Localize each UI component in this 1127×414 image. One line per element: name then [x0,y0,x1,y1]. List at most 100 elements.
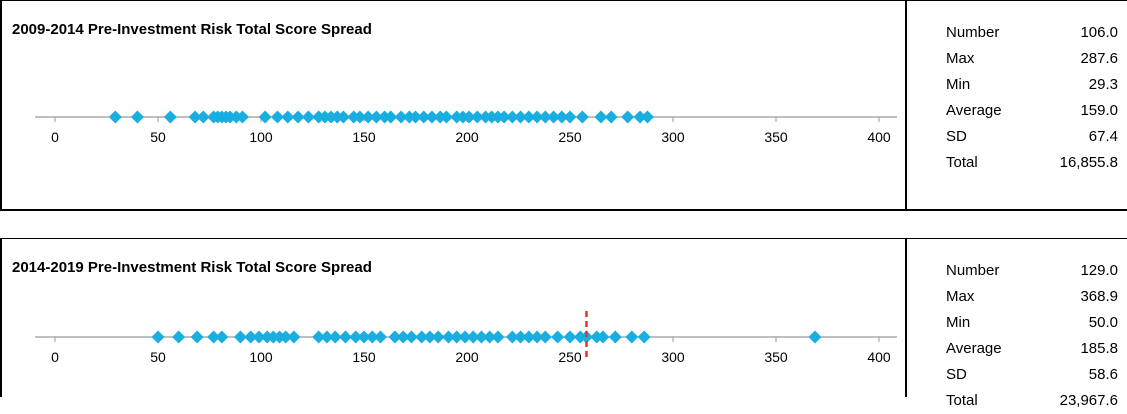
data-point [151,330,165,344]
stat-label: Average [946,102,1002,119]
data-point [538,110,552,124]
data-point [551,330,565,344]
stat-value: 185.8 [1080,340,1118,357]
data-point [270,110,284,124]
data-point [328,330,342,344]
data-point [373,330,387,344]
data-point [365,330,379,344]
stat-label: Max [946,288,975,305]
data-point [547,110,561,124]
data-point [338,330,352,344]
data-point [279,330,293,344]
data-point [637,330,651,344]
data-point [808,330,822,344]
data-point [594,110,608,124]
stat-row-total: Total 16,855.8 [946,150,1118,176]
stat-row-average: Average 185.8 [946,336,1118,362]
stat-value: 16,855.8 [1059,154,1118,171]
stat-label: Average [946,340,1002,357]
chart-area: 2014-2019 Pre-Investment Risk Total Scor… [0,239,907,397]
data-point [522,330,536,344]
data-point [514,330,528,344]
data-point [505,110,519,124]
stat-value: 29.3 [1088,76,1118,93]
data-point [474,330,488,344]
chart-area: 2009-2014 Pre-Investment Risk Total Scor… [0,1,907,209]
data-point [396,330,410,344]
x-tick-label: 350 [764,349,788,365]
data-point [640,110,654,124]
x-tick-label: 200 [455,129,479,145]
data-point [596,330,610,344]
stat-value: 129.0 [1080,262,1118,279]
chart-title: 2009-2014 Pre-Investment Risk Total Scor… [12,21,372,38]
stat-label: Min [946,314,971,331]
data-point [563,330,577,344]
x-tick-label: 50 [150,129,166,145]
stat-label: Total [946,392,978,409]
stat-row-total: Total 23,967.6 [946,388,1118,414]
data-point [604,110,618,124]
x-tick-label: 150 [352,349,376,365]
data-point [439,110,453,124]
data-point [505,330,519,344]
data-point [431,330,445,344]
stat-row-sd: SD 67.4 [946,124,1118,150]
stat-value: 23,967.6 [1059,392,1118,409]
x-tick-label: 100 [249,129,273,145]
stat-label: Number [946,24,1000,41]
stat-row-average: Average 159.0 [946,98,1118,124]
x-tick-label: 350 [764,129,788,145]
data-point [450,330,464,344]
data-point [207,330,221,344]
x-tick-label: 250 [558,349,582,365]
data-point [357,330,371,344]
data-point [369,110,383,124]
data-point [244,330,258,344]
data-point [320,330,334,344]
x-tick-label: 200 [455,349,479,365]
data-point [108,110,122,124]
stats-table: Number 129.0 Max 368.9 Min 50.0 Average 185.… [946,258,1118,414]
data-point [497,110,511,124]
spread-plot: 0 50 100 150 200 250 300 350 400 [35,110,897,145]
data-point [425,110,439,124]
data-point [258,110,272,124]
data-point [235,110,249,124]
data-point [361,110,375,124]
stat-row-min: Min 50.0 [946,310,1118,336]
data-point [633,110,647,124]
data-point [563,110,577,124]
chart-panel-2014-2019: 2014-2019 Pre-Investment Risk Total Scor… [0,238,1127,409]
data-point [522,110,536,124]
data-point [190,330,204,344]
data-point [384,110,398,124]
data-point [423,330,437,344]
data-point [462,110,476,124]
data-point [530,330,544,344]
stat-value: 106.0 [1080,24,1118,41]
data-point [458,330,472,344]
data-point [336,110,350,124]
stat-value: 67.4 [1088,128,1118,145]
x-tick-label: 0 [51,349,59,365]
x-tick-label: 300 [661,129,685,145]
data-point [312,330,326,344]
stat-row-number: Number 106.0 [946,20,1118,46]
stat-label: Max [946,50,975,67]
data-point [252,330,266,344]
data-point [491,330,505,344]
stat-label: Total [946,154,978,171]
data-point [281,110,295,124]
data-point [163,110,177,124]
data-point [555,110,569,124]
stat-value: 50.0 [1088,314,1118,331]
data-point [388,330,402,344]
data-point [483,330,497,344]
stat-row-max: Max 368.9 [946,284,1118,310]
stat-label: Number [946,262,1000,279]
data-point [441,330,455,344]
data-point [404,330,418,344]
x-tick-label: 300 [661,349,685,365]
spread-plot: 0 50 100 150 200 250 300 350 400 [35,311,897,365]
